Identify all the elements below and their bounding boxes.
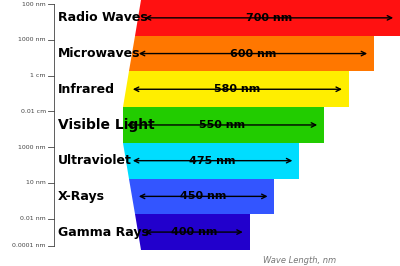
Text: 100 nm: 100 nm bbox=[22, 2, 46, 7]
Text: Microwaves: Microwaves bbox=[58, 47, 140, 60]
Text: Radio Waves: Radio Waves bbox=[58, 11, 148, 24]
Polygon shape bbox=[129, 178, 274, 214]
Text: X-Rays: X-Rays bbox=[58, 190, 105, 203]
Text: 600 nm: 600 nm bbox=[230, 49, 276, 59]
Text: Visible Light: Visible Light bbox=[58, 118, 155, 132]
Polygon shape bbox=[123, 143, 299, 178]
Text: Infrared: Infrared bbox=[58, 83, 115, 96]
Text: Wave Length, nm: Wave Length, nm bbox=[264, 256, 336, 265]
Text: 0.0001 nm: 0.0001 nm bbox=[12, 243, 46, 248]
Text: 0.01 cm: 0.01 cm bbox=[21, 109, 46, 114]
Text: 450 nm: 450 nm bbox=[180, 191, 226, 201]
Text: 700 nm: 700 nm bbox=[246, 13, 292, 23]
Text: 550 nm: 550 nm bbox=[199, 120, 245, 130]
Text: 10 nm: 10 nm bbox=[26, 180, 46, 185]
Text: 1 cm: 1 cm bbox=[30, 73, 46, 78]
Text: 580 nm: 580 nm bbox=[214, 84, 260, 94]
Text: 0.01 nm: 0.01 nm bbox=[20, 216, 46, 221]
Polygon shape bbox=[135, 214, 250, 250]
Polygon shape bbox=[135, 0, 400, 36]
Polygon shape bbox=[129, 36, 374, 71]
Polygon shape bbox=[123, 71, 349, 107]
Text: 475 nm: 475 nm bbox=[189, 156, 236, 166]
Text: 400 nm: 400 nm bbox=[171, 227, 217, 237]
Text: Ultraviolet: Ultraviolet bbox=[58, 154, 132, 167]
Text: Gamma Rays: Gamma Rays bbox=[58, 226, 149, 239]
Polygon shape bbox=[123, 107, 324, 143]
Text: 1000 nm: 1000 nm bbox=[18, 145, 46, 149]
Text: 1000 nm: 1000 nm bbox=[18, 38, 46, 43]
